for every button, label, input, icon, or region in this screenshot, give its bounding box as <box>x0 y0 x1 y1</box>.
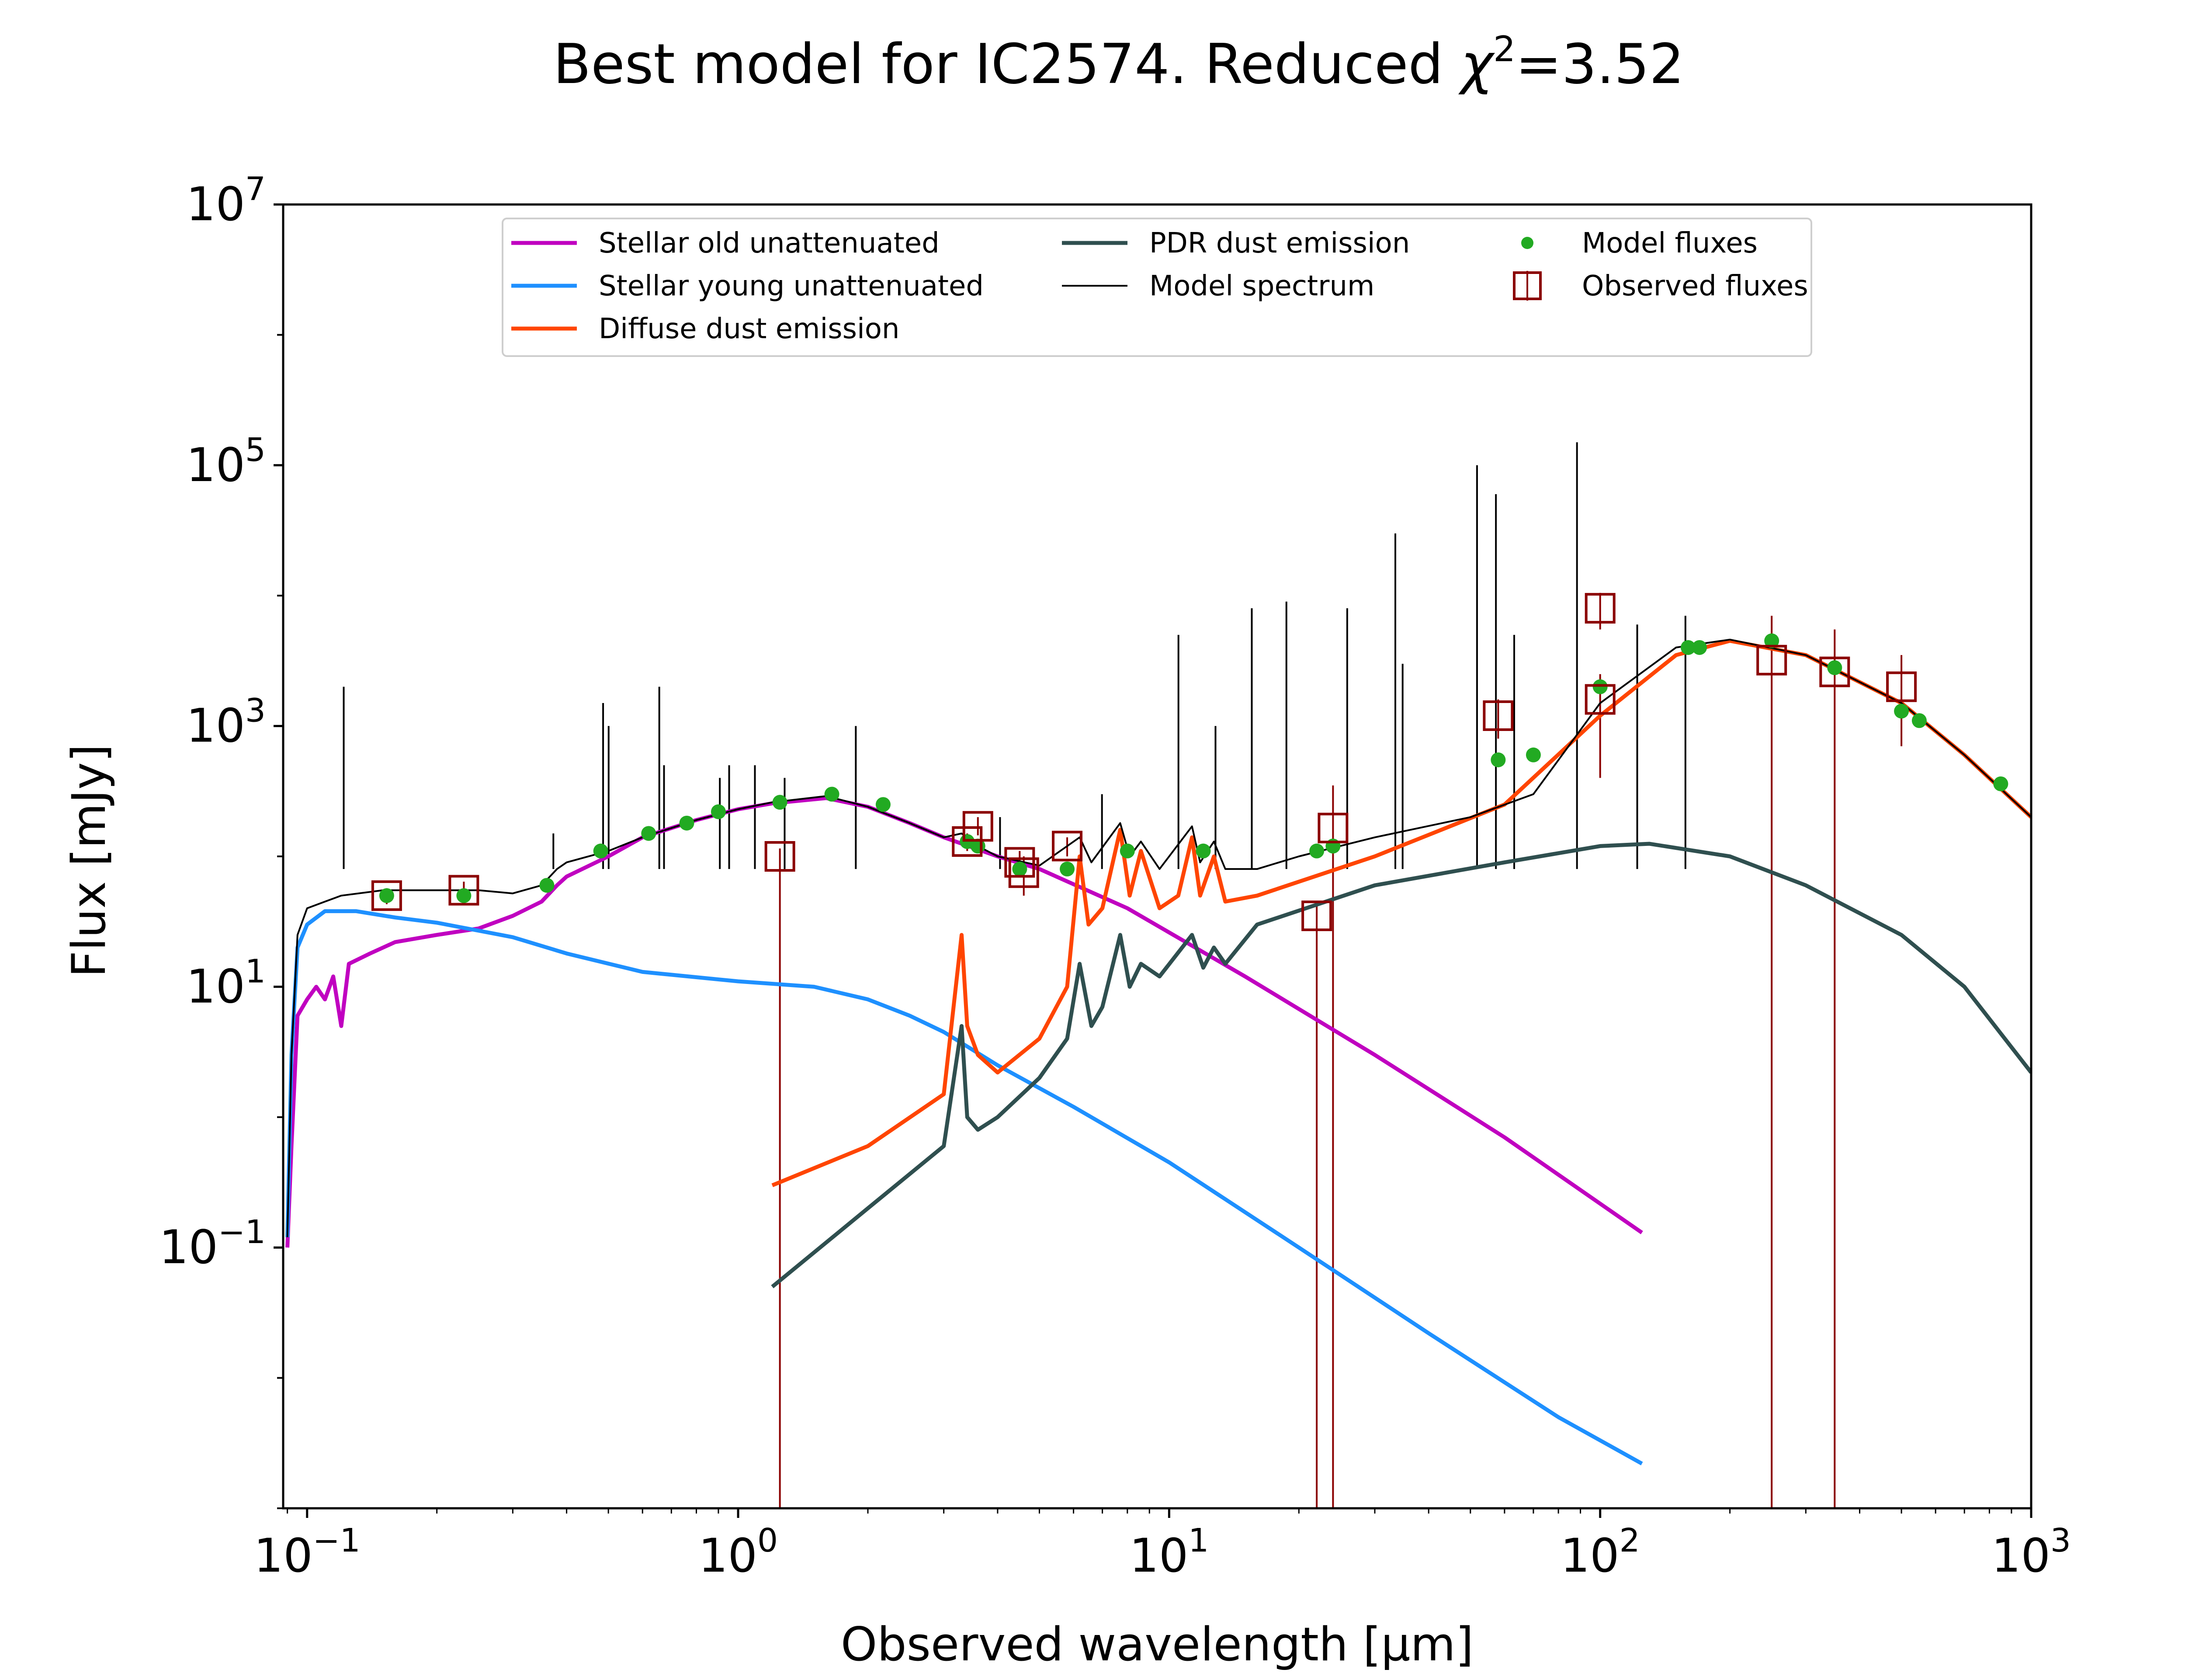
x-tick-label: 10−1 <box>254 1522 361 1583</box>
observed-flux-marker <box>448 875 479 906</box>
y-tick-label: 101 <box>186 953 266 1013</box>
y-tick-base: 10 <box>159 1220 218 1274</box>
x-tick-exponent: 0 <box>757 1522 778 1559</box>
legend-label: PDR dust emission <box>1149 227 1410 260</box>
model-flux-point <box>1526 747 1541 762</box>
y-tick-base: 10 <box>186 699 245 753</box>
model-flux-point <box>711 804 726 819</box>
model-spectrum-emission-lines <box>343 442 1686 869</box>
x-tick-base: 10 <box>1991 1529 2050 1583</box>
x-tick-label: 102 <box>1561 1522 1640 1583</box>
model-flux-point <box>1196 843 1211 859</box>
y-tick-exponent: 3 <box>245 692 266 730</box>
series-line-stellar-young-unattenuated <box>285 909 1643 1465</box>
x-tick-label: 100 <box>698 1522 778 1583</box>
model-flux-point <box>456 888 472 903</box>
x-axis-label: Observed wavelength [μm] <box>841 1618 1474 1671</box>
legend: Stellar old unattenuated Stellar young un… <box>502 218 1812 357</box>
y-tick-label: 103 <box>186 692 266 753</box>
model-flux-point <box>1692 640 1707 655</box>
model-flux-point <box>379 888 394 903</box>
observed-flux-marker <box>962 811 993 842</box>
plot-inner <box>285 442 2031 1508</box>
model-flux-point <box>1491 752 1506 768</box>
chart-title-chi: χ <box>1458 32 1495 96</box>
y-tick-base: 10 <box>186 438 245 492</box>
legend-box <box>502 218 1812 357</box>
observed-flux-marker <box>1004 847 1035 878</box>
observed-flux-marker <box>1301 901 1332 932</box>
model-flux-point <box>1911 713 1927 728</box>
observed-flux-marker <box>1008 857 1039 888</box>
x-tick-exponent: 3 <box>2050 1522 2071 1559</box>
legend-label: Stellar young unattenuated <box>599 270 984 302</box>
legend-label: Model fluxes <box>1582 227 1758 260</box>
model-flux-point <box>1681 640 1696 655</box>
model-flux-point <box>539 878 555 893</box>
model-flux-point <box>1120 843 1135 859</box>
legend-label: Diffuse dust emission <box>599 313 899 345</box>
observed-flux-marker <box>1819 656 1850 687</box>
legend-dot-swatch <box>1521 237 1533 249</box>
observed-flux-marker <box>371 880 402 911</box>
model-flux-point <box>679 815 694 831</box>
model-flux-point <box>1827 660 1842 675</box>
series-line-pdr-dust-emission <box>771 842 2031 1289</box>
observed-flux-marker <box>1483 700 1514 731</box>
model-flux-point <box>772 795 787 810</box>
legend-label: Stellar old unattenuated <box>599 227 940 260</box>
observed-flux-marker <box>1318 813 1349 844</box>
model-flux-point <box>1309 843 1325 859</box>
chart-title-prefix: Best model for IC2574. Reduced <box>553 32 1461 96</box>
x-tick-base: 10 <box>1561 1529 1620 1583</box>
y-axis-label: Flux [mJy] <box>62 744 116 977</box>
model-flux-point <box>1012 861 1027 876</box>
chart-title-superscript: 2 <box>1493 29 1516 69</box>
observed-flux-marker <box>1585 684 1616 715</box>
observed-flux-marker <box>764 841 795 872</box>
y-tick-label: 107 <box>186 170 266 231</box>
x-tick-label: 103 <box>1991 1522 2071 1583</box>
chart-title: Best model for IC2574. Reduced χ2=3.52 <box>553 29 1684 96</box>
x-tick-label: 101 <box>1129 1522 1209 1583</box>
model-flux-point <box>1993 776 2008 791</box>
model-flux-point <box>1592 679 1608 694</box>
y-tick-exponent: 1 <box>245 953 266 990</box>
x-tick-base: 10 <box>698 1529 757 1583</box>
model-flux-point <box>1894 703 1909 719</box>
model-flux-point <box>1764 633 1779 648</box>
model-flux-point <box>824 786 839 802</box>
x-tick-base: 10 <box>254 1529 313 1583</box>
model-flux-point <box>593 843 608 859</box>
model-flux-point <box>875 797 891 812</box>
y-tick-exponent: 7 <box>245 170 266 208</box>
chart-title-suffix: =3.52 <box>1516 32 1684 96</box>
y-tick-exponent: −1 <box>218 1213 266 1251</box>
series-line-diffuse-dust-emission <box>771 639 2031 1187</box>
y-tick-exponent: 5 <box>245 431 266 469</box>
observed-flux-marker <box>1886 671 1917 702</box>
x-tick-exponent: −1 <box>313 1522 361 1559</box>
y-tick-base: 10 <box>186 960 245 1013</box>
x-tick-exponent: 1 <box>1188 1522 1209 1559</box>
x-tick-exponent: 2 <box>1620 1522 1640 1559</box>
legend-label: Observed fluxes <box>1582 270 1808 302</box>
series-line-model-spectrum <box>286 638 2031 1237</box>
observed-flux-marker <box>1585 593 1616 624</box>
y-tick-base: 10 <box>186 177 245 231</box>
model-flux-point <box>641 826 656 841</box>
legend-label: Model spectrum <box>1149 270 1374 302</box>
y-tick-label: 105 <box>186 431 266 492</box>
observed-flux-marker <box>1052 831 1083 862</box>
model-flux-point <box>1060 861 1075 876</box>
y-tick-label: 10−1 <box>159 1213 266 1274</box>
observed-flux-marker <box>1756 644 1787 675</box>
x-tick-base: 10 <box>1129 1529 1188 1583</box>
